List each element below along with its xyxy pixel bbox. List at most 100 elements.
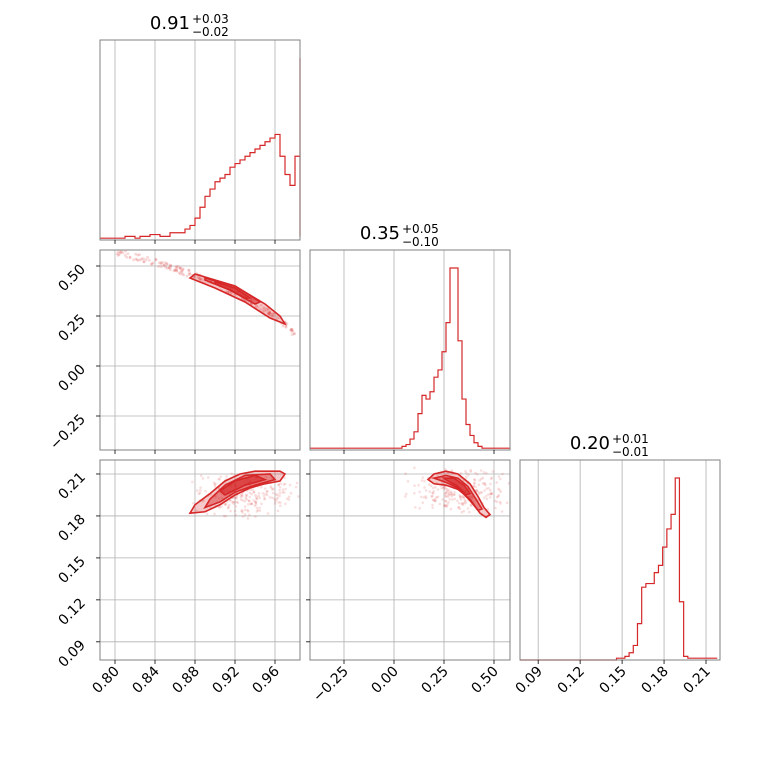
scatter-point <box>262 494 266 498</box>
histogram-frame-2 <box>309 249 511 451</box>
scatter-point <box>220 496 224 500</box>
scatter-point <box>490 476 494 480</box>
scatter-point <box>270 496 274 499</box>
scatter-point <box>432 499 436 502</box>
scatter-point <box>180 269 184 273</box>
scatter-point <box>239 498 243 501</box>
scatter-point <box>453 490 456 494</box>
scatter-point <box>452 493 456 497</box>
scatter-point <box>464 469 467 473</box>
x-tick-label: 0.25 <box>418 664 451 697</box>
scatter-point <box>119 251 123 254</box>
scatter-point <box>447 493 450 497</box>
title-median-2: 0.35 <box>360 223 400 244</box>
scatter-point <box>438 502 442 506</box>
pair-panel-3 <box>404 466 510 519</box>
scatter-point <box>187 273 191 276</box>
scatter-point <box>256 508 260 512</box>
scatter-point <box>481 476 485 480</box>
scatter-point <box>458 494 461 497</box>
scatter-point <box>470 494 473 498</box>
scatter-point <box>268 313 272 317</box>
scatter-point <box>467 473 470 477</box>
scatter-point <box>247 499 251 503</box>
scatter-point <box>473 478 477 482</box>
scatter-point <box>459 471 463 475</box>
scatter-point <box>424 495 427 498</box>
scatter-point <box>199 486 202 489</box>
scatter-point <box>193 275 197 278</box>
scatter-point <box>421 476 425 479</box>
scatter-point <box>460 510 464 514</box>
scatter-point <box>187 268 191 272</box>
scatter-point <box>259 485 263 489</box>
scatter-point <box>417 484 420 487</box>
scatter-point <box>271 491 275 495</box>
scatter-point <box>282 483 286 486</box>
x-tick-label: 0.21 <box>680 664 713 697</box>
scatter-point <box>289 491 293 495</box>
scatter-point <box>450 494 454 498</box>
scatter-point <box>132 258 135 262</box>
scatter-point <box>444 494 447 498</box>
scatter-point <box>436 473 439 477</box>
scatter-point <box>293 332 296 335</box>
title-minus-2: −0.10 <box>402 235 439 249</box>
scatter-point <box>214 494 218 498</box>
scatter-point <box>227 505 230 509</box>
scatter-point <box>229 291 233 295</box>
histogram-frame-1 <box>99 39 301 241</box>
scatter-point <box>435 495 438 499</box>
scatter-point <box>278 486 282 489</box>
scatter-point <box>197 492 201 496</box>
scatter-point <box>283 491 286 494</box>
scatter-point <box>406 480 410 483</box>
scatter-point <box>243 513 247 516</box>
scatter-point <box>229 498 232 502</box>
scatter-point <box>271 314 274 318</box>
scatter-point <box>159 261 163 264</box>
scatter-point <box>247 509 250 513</box>
scatter-point <box>262 306 265 310</box>
y-tick-label: 0.12 <box>55 595 88 628</box>
scatter-point <box>165 262 169 266</box>
scatter-point <box>474 471 477 475</box>
scatter-point <box>284 502 287 506</box>
scatter-point <box>115 252 119 256</box>
scatter-point <box>281 324 285 328</box>
scatter-point <box>254 500 258 504</box>
scatter-point <box>213 512 216 516</box>
scatter-point <box>489 492 493 496</box>
scatter-point <box>283 482 287 486</box>
scatter-point <box>468 494 471 498</box>
scatter-point <box>290 328 294 331</box>
scatter-point <box>233 496 236 500</box>
scatter-point <box>185 274 189 278</box>
scatter-point <box>258 509 262 512</box>
scatter-point <box>423 486 426 489</box>
scatter-point <box>142 260 146 263</box>
scatter-point <box>494 506 497 510</box>
scatter-point <box>469 503 473 507</box>
scatter-point <box>140 257 144 261</box>
scatter-point <box>450 492 453 495</box>
scatter-point <box>245 498 249 501</box>
scatter-point <box>146 256 150 259</box>
scatter-point <box>430 494 434 498</box>
scatter-point <box>240 509 243 513</box>
scatter-point <box>244 495 248 498</box>
x-tick-label: 0.00 <box>368 664 401 697</box>
scatter-point <box>268 311 271 315</box>
scatter-point <box>462 496 465 500</box>
scatter-point <box>475 489 479 492</box>
scatter-point <box>229 509 232 513</box>
scatter-point <box>227 290 231 293</box>
scatter-point <box>453 493 456 496</box>
scatter-point <box>266 312 270 316</box>
scatter-point <box>447 500 450 504</box>
scatter-point <box>265 493 269 497</box>
scatter-point <box>295 481 299 485</box>
scatter-point <box>431 503 434 507</box>
scatter-point <box>134 257 138 261</box>
